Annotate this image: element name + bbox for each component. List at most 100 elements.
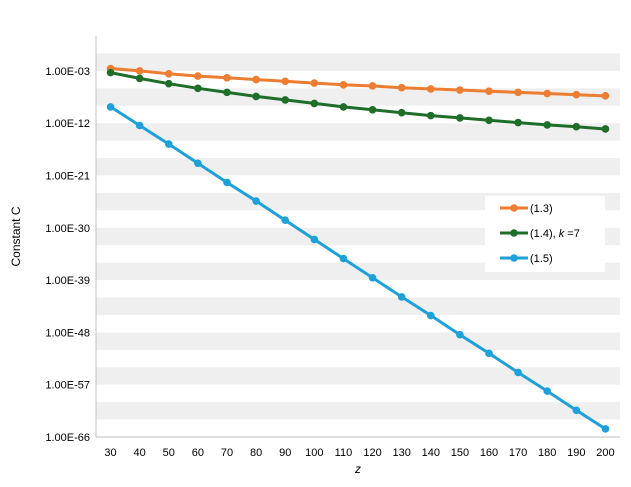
data-point [514,88,522,97]
y-axis-title: Constant C [9,206,23,266]
data-point [514,368,522,377]
legend: (1.3) (1.4), k =7 (1.5) [485,196,605,272]
data-point [514,118,522,127]
x-tick-label: 60 [192,447,204,459]
data-point [543,89,552,98]
legend-marker [510,204,518,212]
series-2 [106,68,610,133]
legend-item: (1.5) [500,253,553,265]
data-point [194,72,202,80]
y-tick-label: 1.00E-30 [45,223,90,235]
legend-item: (1.3) [500,203,553,215]
data-point [252,197,260,205]
data-point [310,79,319,87]
gridline-band [96,88,620,106]
data-point [601,125,610,133]
gridline-band [96,367,620,385]
data-point [339,254,348,263]
x-tick-label: 30 [104,447,116,459]
legend-label: (1.3) [530,203,553,215]
y-tick-label: 1.00E-66 [45,432,90,444]
data-point [194,159,202,168]
data-point [281,96,290,104]
data-point [106,68,115,77]
data-point [485,349,493,358]
data-point [194,84,202,93]
series-3 [106,103,610,433]
y-tick-label: 1.00E-12 [45,118,90,130]
series-line [109,105,607,431]
data-point [135,74,144,83]
data-point [456,114,464,122]
x-tick-label: 40 [134,447,146,459]
data-point [456,86,464,94]
x-tick-label: 150 [451,447,469,459]
data-point [310,99,319,108]
x-tick-label: 140 [422,447,440,459]
x-tick-label: 180 [538,447,556,459]
data-point [601,92,610,100]
data-point [368,273,377,282]
gridline-band [96,123,620,141]
x-tick-label: 50 [163,447,175,459]
data-point [572,122,581,131]
data-point [164,79,173,88]
data-point [456,330,464,339]
legend-item: (1.4), k =7 [500,228,580,240]
series-layer [106,64,610,433]
x-tick-label: 90 [279,447,291,459]
data-point [543,121,552,129]
y-tick-label: 1.00E-39 [45,275,90,287]
data-point [135,67,144,75]
gridline-bands [96,53,620,420]
data-point [601,425,610,433]
x-tick-label: 120 [363,447,381,459]
x-tick-label: 110 [335,447,353,459]
data-point [135,121,144,130]
legend-label: (1.4), k =7 [530,228,580,240]
data-point [572,90,581,99]
data-point [164,69,173,78]
data-point [543,387,552,395]
y-tick-label: 1.00E-03 [45,66,90,78]
legend-marker [510,229,518,237]
legend-marker [510,254,518,262]
data-point [223,178,231,187]
data-point [281,77,290,86]
data-point [397,83,406,92]
data-point [223,88,231,97]
data-point [252,75,260,84]
data-point [106,103,115,111]
data-point [426,85,435,93]
data-point [368,106,377,114]
x-tick-label: 160 [480,447,498,459]
series-line [110,71,606,131]
y-tick-labels: 1.00E-03 1.00E-12 1.00E-21 1.00E-30 1.00E-39… [45,66,90,444]
x-tick-labels: 30 40 50 60 70 80 90 100 110 120 130 140 150 160 170 18… [104,447,614,459]
x-axis-title: z [354,462,361,476]
data-point [310,235,319,244]
y-tick-label: 1.00E-21 [45,170,90,182]
data-point [572,406,581,415]
x-tick-label: 70 [221,447,233,459]
data-point [339,103,348,111]
data-point [485,116,493,125]
data-point [281,216,290,225]
series-line [110,67,606,98]
x-tick-label: 100 [305,447,323,459]
data-point [368,82,377,90]
legend-label: (1.5) [530,253,553,265]
data-point [397,293,406,301]
y-tick-label: 1.00E-57 [45,380,90,392]
data-point [485,87,493,96]
axes [95,36,620,438]
data-point [397,108,406,117]
y-tick-label: 1.00E-48 [45,327,90,339]
data-point [426,111,435,120]
gridline-band [96,402,620,420]
gridline-band [96,332,620,350]
data-point [426,311,435,320]
x-tick-label: 170 [509,447,527,459]
